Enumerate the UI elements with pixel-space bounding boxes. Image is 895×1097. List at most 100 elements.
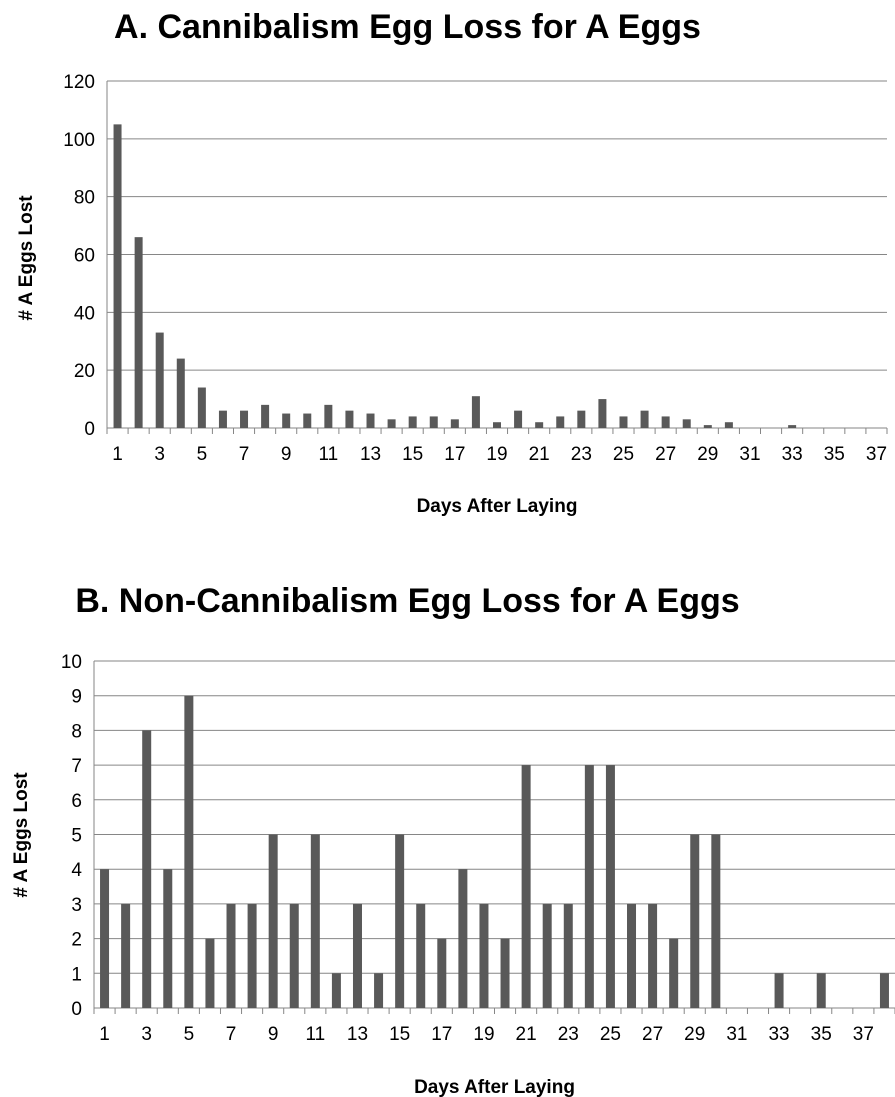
y-tick-label: 1 [71, 964, 82, 985]
bar [331, 973, 341, 1008]
bar [471, 396, 480, 428]
bar [648, 903, 658, 1008]
bar [142, 730, 152, 1008]
x-tick-label: 5 [197, 444, 208, 465]
bar [100, 869, 110, 1008]
x-tick-label: 5 [184, 1024, 195, 1045]
x-tick-label: 15 [389, 1024, 410, 1045]
bar [500, 938, 510, 1008]
x-tick-label: 29 [697, 444, 718, 465]
x-tick-label: 21 [529, 444, 550, 465]
bar [605, 765, 615, 1008]
y-axis-label: # A Eggs Lost [11, 772, 32, 898]
x-axis-label: Days After Laying [414, 1077, 575, 1097]
x-tick-label: 9 [268, 1024, 279, 1045]
bar [416, 903, 426, 1008]
y-tick-label: 10 [61, 652, 82, 673]
x-tick-label: 11 [318, 444, 338, 465]
bar [395, 834, 405, 1008]
bar [352, 903, 362, 1008]
y-tick-label: 6 [71, 791, 82, 812]
bar [268, 834, 278, 1008]
bar [556, 416, 565, 428]
bar [429, 416, 438, 428]
y-tick-label: 0 [84, 419, 95, 440]
bar [374, 973, 384, 1008]
y-tick-label: 8 [71, 721, 82, 742]
y-tick-label: 2 [71, 930, 82, 951]
y-tick-label: 7 [71, 756, 82, 777]
bar [703, 425, 712, 428]
x-axis-label: Days After Laying [417, 496, 578, 517]
bar [289, 903, 299, 1008]
bar [408, 416, 417, 428]
bar [458, 869, 468, 1008]
bar [197, 387, 206, 428]
bar [218, 410, 227, 428]
bar [619, 416, 628, 428]
bar [584, 765, 594, 1008]
bar [261, 404, 270, 428]
y-tick-label: 120 [63, 72, 95, 93]
bar [303, 413, 312, 428]
x-tick-label: 33 [768, 1024, 789, 1045]
x-tick-label: 27 [655, 444, 676, 465]
bar [240, 410, 249, 428]
bar [816, 973, 826, 1008]
x-tick-label: 31 [726, 1024, 747, 1045]
bar [345, 410, 354, 428]
bar [640, 410, 649, 428]
x-tick-label: 29 [684, 1024, 705, 1045]
x-tick-label: 23 [571, 444, 592, 465]
bar [247, 903, 257, 1008]
y-axis-label: # A Eggs Lost [16, 195, 37, 321]
x-tick-label: 17 [444, 444, 465, 465]
x-tick-label: 37 [866, 444, 887, 465]
y-tick-label: 80 [74, 188, 95, 209]
bar [577, 410, 586, 428]
x-tick-label: 13 [360, 444, 381, 465]
bar [324, 404, 333, 428]
y-tick-label: 40 [74, 303, 95, 324]
x-tick-label: 23 [558, 1024, 579, 1045]
bar [155, 332, 164, 428]
x-tick-label: 31 [739, 444, 760, 465]
x-tick-label: 17 [431, 1024, 452, 1045]
y-tick-label: 100 [63, 130, 95, 151]
x-tick-label: 25 [600, 1024, 621, 1045]
bar [163, 869, 173, 1008]
bar [788, 425, 797, 428]
bar [879, 973, 889, 1008]
bar [282, 413, 291, 428]
bar [627, 903, 637, 1008]
x-tick-label: 7 [226, 1024, 237, 1045]
bar [563, 903, 573, 1008]
bar [450, 419, 459, 428]
y-tick-label: 3 [71, 895, 82, 916]
bar [521, 765, 531, 1008]
bar [774, 973, 784, 1008]
x-tick-label: 13 [347, 1024, 368, 1045]
bar [121, 903, 131, 1008]
chart-b: B. Non-Cannibalism Egg Loss for A Eggs 0… [0, 560, 895, 1097]
x-tick-label: 33 [782, 444, 803, 465]
x-tick-label: 7 [239, 444, 250, 465]
x-tick-label: 3 [154, 444, 165, 465]
x-tick-label: 37 [853, 1024, 874, 1045]
chart-a: A. Cannibalism Egg Loss for A Eggs 0 20 40… [0, 0, 895, 530]
x-tick-label: 25 [613, 444, 634, 465]
bar [113, 124, 122, 428]
x-tick-label: 9 [281, 444, 292, 465]
y-tick-label: 20 [74, 361, 95, 382]
x-tick-label: 1 [99, 1024, 110, 1045]
y-tick-label: 60 [74, 246, 95, 267]
bar [366, 413, 375, 428]
chart-a-title: A. Cannibalism Egg Loss for A Eggs [114, 8, 701, 46]
bar [535, 422, 544, 428]
x-tick-label: 15 [402, 444, 423, 465]
y-tick-label: 0 [71, 999, 82, 1020]
chart-b-title: B. Non-Cannibalism Egg Loss for A Eggs [75, 582, 740, 620]
x-tick-label: 11 [305, 1024, 325, 1045]
bar [682, 419, 691, 428]
